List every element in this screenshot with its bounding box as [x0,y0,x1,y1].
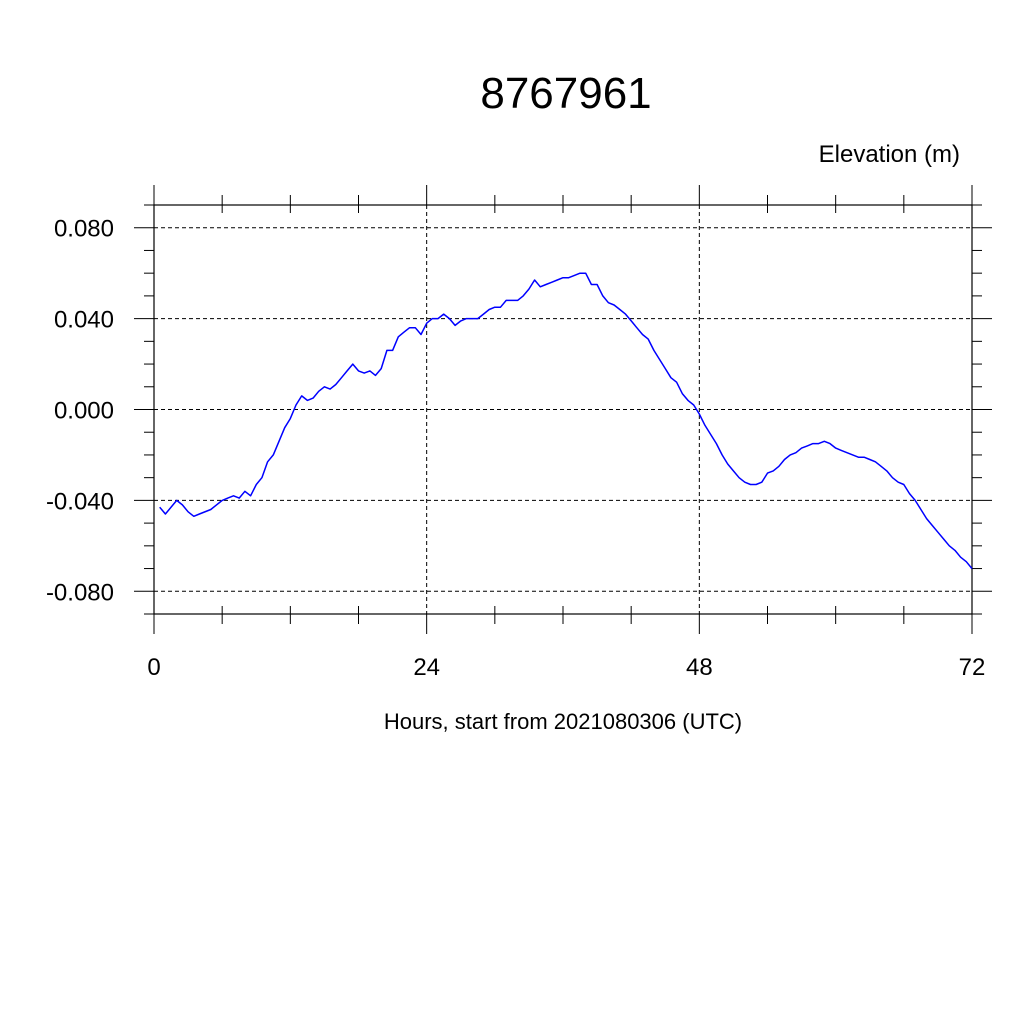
grid-lines [154,205,972,614]
series-layer [159,272,973,570]
series-line [159,272,973,570]
axis-ticks [134,185,992,634]
x-tick-label: 72 [959,654,986,681]
x-tick-label: 48 [686,654,713,681]
x-tick-label: 24 [413,654,440,681]
y-tick-label: 0.080 [54,216,114,243]
y-tick-label: -0.040 [46,488,114,515]
y-axis-unit-label: Elevation (m) [819,141,960,168]
y-tick-label: 0.040 [54,307,114,334]
x-axis-label: Hours, start from 2021080306 (UTC) [384,709,742,734]
y-tick-label: 0.000 [54,398,114,425]
tick-labels: 0 24 48 72 -0.080 -0.040 0.000 0.040 0.080 [46,216,985,681]
x-tick-label: 0 [147,654,160,681]
chart-title: 8767961 [480,69,651,118]
y-tick-label: -0.080 [46,579,114,606]
